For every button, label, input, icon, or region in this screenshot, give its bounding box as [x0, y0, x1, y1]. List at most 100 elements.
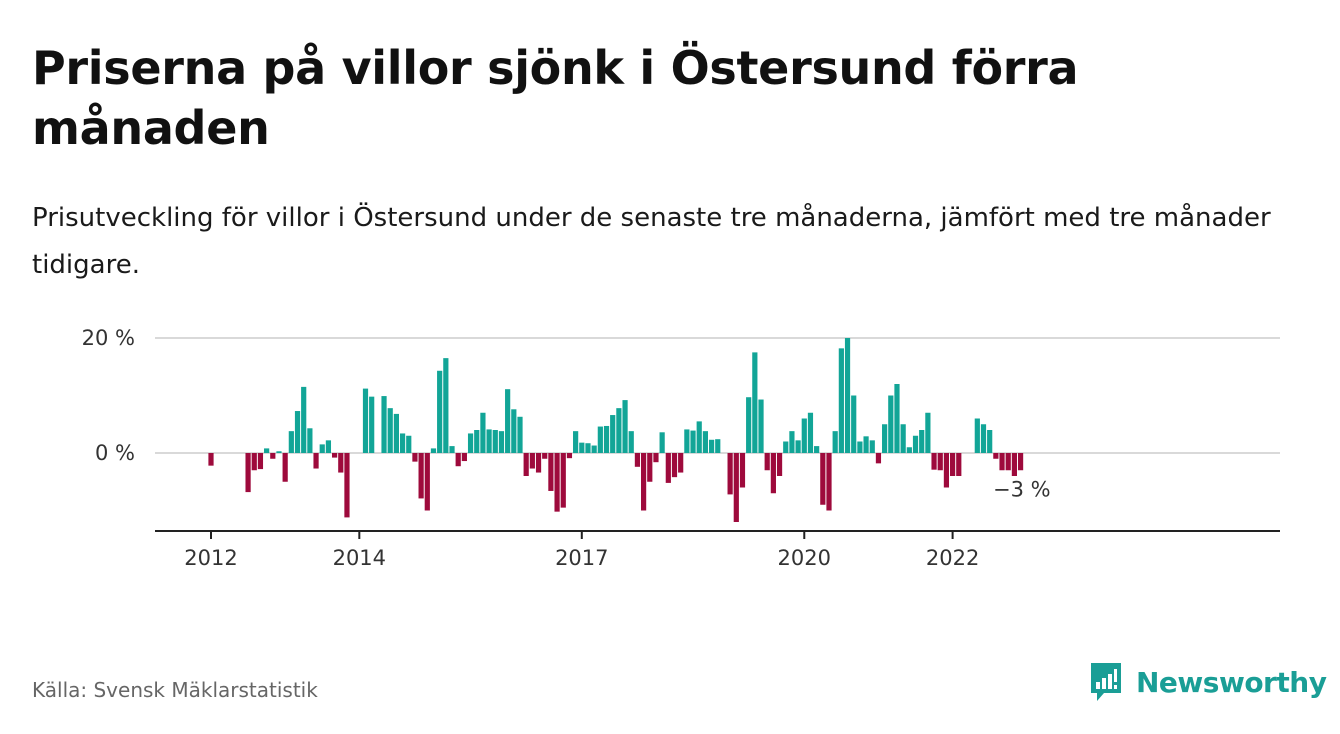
bar — [208, 453, 214, 466]
x-tick-label: 2014 — [333, 546, 386, 570]
bar — [616, 408, 622, 453]
grid-layer: 0 % 20 % — [82, 326, 1280, 465]
bar — [746, 397, 752, 453]
bar — [634, 453, 641, 467]
bar — [529, 453, 535, 469]
bar — [430, 448, 437, 453]
bar — [523, 453, 529, 476]
bar — [332, 453, 338, 458]
bar — [288, 431, 294, 453]
bar — [770, 453, 776, 494]
bar — [795, 440, 801, 453]
bar — [301, 386, 307, 454]
bar — [505, 389, 511, 453]
bar — [597, 426, 603, 453]
bar — [987, 430, 993, 453]
bar — [764, 453, 770, 471]
bar — [665, 453, 671, 483]
bar — [702, 431, 708, 453]
bar — [480, 412, 486, 453]
bar — [474, 430, 480, 453]
bar — [807, 412, 814, 453]
bar — [264, 448, 270, 453]
bar — [554, 453, 560, 512]
bar — [758, 399, 764, 454]
bar — [628, 431, 634, 453]
bar — [455, 453, 461, 467]
bar — [573, 431, 579, 453]
bar — [919, 430, 925, 453]
x-tick-label: 2012 — [184, 546, 237, 570]
bar — [579, 442, 585, 453]
brand-logo[interactable]: Newsworthy — [1088, 660, 1327, 704]
bar — [950, 453, 956, 476]
bar — [739, 453, 746, 488]
bar — [783, 441, 789, 453]
bar — [610, 415, 616, 453]
bar — [684, 429, 690, 453]
bar — [362, 388, 369, 453]
bar — [801, 418, 807, 453]
bar — [319, 444, 325, 454]
bar — [449, 446, 455, 453]
bar — [393, 413, 399, 453]
bar — [307, 428, 313, 453]
bar — [882, 424, 888, 453]
bar — [906, 447, 912, 453]
bar — [535, 453, 542, 473]
bar — [844, 338, 851, 453]
bar — [820, 453, 826, 505]
page-subtitle: Prisutveckling för villor i Östersund un… — [32, 203, 1271, 280]
bar — [622, 400, 628, 453]
bar — [251, 453, 257, 471]
bar — [678, 453, 684, 473]
bar — [974, 418, 980, 453]
bar — [715, 439, 721, 453]
bar — [245, 453, 251, 493]
bar — [708, 439, 715, 453]
bar — [863, 436, 869, 454]
bar — [548, 453, 554, 491]
bar — [585, 443, 591, 453]
bar — [412, 453, 418, 462]
bar — [467, 433, 474, 453]
bar — [857, 441, 863, 453]
bar — [325, 440, 332, 453]
bar — [900, 424, 906, 453]
bar — [276, 451, 282, 453]
bar — [894, 384, 900, 453]
bar — [647, 453, 653, 482]
bar — [603, 425, 610, 453]
bar — [832, 431, 838, 453]
bar — [517, 416, 523, 454]
newsworthy-logo-icon — [1091, 663, 1121, 701]
bar — [542, 453, 548, 459]
bar — [424, 453, 430, 511]
source-note: Källa: Svensk Mäklarstatistik — [32, 678, 318, 702]
bar — [381, 396, 387, 453]
bar — [875, 453, 882, 464]
bar — [443, 358, 449, 454]
bar — [851, 395, 857, 453]
bar — [733, 453, 739, 522]
x-tick-label: 2022 — [926, 546, 979, 570]
bar — [282, 453, 288, 482]
bar — [943, 453, 950, 488]
bar — [814, 446, 820, 453]
bar-chart: 0 % 20 % 2012 2014 2017 2020 2022 −3 % — [82, 326, 1280, 570]
bar — [344, 453, 350, 518]
last-value-label: −3 % — [993, 477, 1051, 501]
bar — [257, 453, 264, 470]
bar — [980, 424, 987, 453]
bar — [690, 430, 696, 454]
bar — [659, 432, 665, 453]
bar — [566, 453, 573, 459]
bar — [418, 453, 424, 499]
bar — [956, 453, 962, 476]
bar — [752, 352, 758, 454]
axis-layer: 2012 2014 2017 2020 2022 −3 % — [155, 477, 1280, 570]
bar — [999, 453, 1005, 471]
bar — [270, 453, 276, 459]
bar — [591, 445, 597, 454]
bar — [776, 453, 783, 476]
